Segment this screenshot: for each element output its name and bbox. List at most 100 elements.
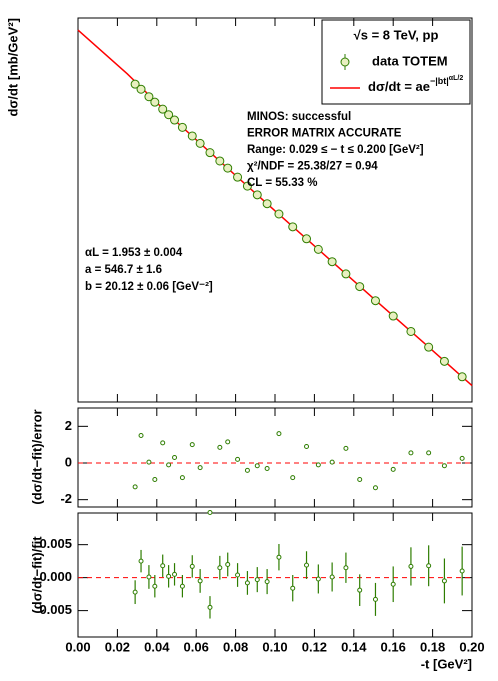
data-point [315, 462, 321, 468]
data-point [439, 356, 449, 366]
x-tick-label: 0.08 [223, 639, 248, 654]
data-point [189, 563, 195, 569]
legend-title: √s = 8 TeV, pp [354, 27, 439, 42]
data-point [132, 484, 138, 490]
y-axis-label: (dσ/dt−fit)/fit [29, 536, 44, 614]
data-point [177, 122, 187, 132]
data-point [235, 456, 241, 462]
data-point [207, 510, 213, 515]
y-tick-label: 0.005 [39, 602, 72, 617]
data-point [441, 578, 447, 584]
data-point [459, 568, 465, 574]
data-point [426, 563, 432, 569]
data-point [138, 558, 144, 564]
data-point [304, 562, 310, 568]
y-axis-label: (dσ/dt−fit)/error [29, 409, 44, 504]
data-point [244, 580, 250, 586]
x-tick-label: 0.14 [341, 639, 367, 654]
data-point [150, 97, 160, 107]
data-point [166, 462, 172, 468]
data-point [136, 84, 146, 94]
data-point [357, 587, 363, 593]
data-point [302, 234, 312, 244]
data-point [233, 172, 243, 182]
data-point [329, 574, 335, 580]
data-point [146, 459, 152, 465]
data-point [242, 181, 252, 191]
fit-parameter: b = 20.12 ± 0.06 [GeV⁻²] [85, 281, 213, 293]
data-point [262, 199, 272, 209]
stats-line: CL = 55.33 % [247, 177, 317, 189]
data-point [288, 222, 298, 232]
data-point [408, 450, 414, 456]
x-tick-label: 0.16 [381, 639, 406, 654]
fit-parameter: αL = 1.953 ± 0.004 [85, 247, 183, 259]
data-point [189, 442, 195, 448]
data-point [235, 572, 241, 578]
data-point [144, 92, 154, 102]
data-point [225, 561, 231, 567]
data-point [372, 596, 378, 602]
data-point [274, 209, 284, 219]
data-point [172, 571, 178, 577]
data-point [441, 463, 447, 469]
data-point [197, 465, 203, 471]
data-point [152, 477, 158, 482]
data-point [313, 244, 323, 254]
y-axis-label: dσ/dt [mb/GeV²] [5, 18, 20, 116]
y-tick-label: 2 [65, 418, 72, 433]
data-point [276, 431, 282, 437]
data-point [179, 475, 185, 481]
data-point [187, 131, 197, 141]
data-point [215, 156, 225, 166]
data-point [223, 163, 233, 173]
stats-line: Range: 0.029 ≤ − t ≤ 0.200 [GeV²] [247, 144, 424, 156]
data-point [138, 433, 144, 438]
legend-marker [340, 57, 350, 67]
data-point [304, 444, 310, 449]
data-point [290, 475, 296, 481]
x-tick-label: 0.18 [420, 639, 445, 654]
x-tick-label: 0.06 [184, 639, 209, 654]
data-point [197, 578, 203, 584]
data-point [426, 450, 432, 456]
data-point [388, 311, 398, 321]
x-axis-label: -t [GeV²] [421, 656, 472, 671]
x-tick-label: 0.10 [262, 639, 287, 654]
fit-parameter: a = 546.7 ± 1.6 [85, 264, 162, 276]
x-tick-label: 0.12 [302, 639, 327, 654]
y-tick-label: 0 [65, 454, 72, 469]
fit-label: dσ/dt = ae [368, 79, 430, 94]
y-tick-label: 0.005 [39, 536, 72, 551]
data-point [164, 110, 174, 120]
data-point [355, 282, 365, 292]
data-point [170, 115, 180, 125]
data-point [172, 455, 178, 460]
data-point [370, 296, 380, 306]
data-point [217, 444, 223, 450]
data-point [158, 104, 168, 114]
data-point [408, 563, 414, 569]
data-point [195, 138, 205, 148]
data-point [254, 577, 260, 583]
data-point [315, 576, 321, 582]
x-tick-label: 0.00 [65, 639, 90, 654]
stats-line: MINOS: successful [247, 111, 351, 123]
data-point [341, 269, 351, 279]
data-point [217, 565, 223, 571]
legend-box [321, 19, 471, 105]
data-point [457, 372, 467, 382]
y-tick-label: 0.000 [39, 569, 72, 584]
data-point [327, 257, 337, 267]
fit-exponent-power: αL/2 [449, 75, 464, 82]
data-point [244, 467, 250, 473]
data-point [225, 439, 231, 445]
stats-line: ERROR MATRIX ACCURATE [247, 128, 402, 140]
stats-line: χ²/NDF = 25.38/27 = 0.94 [247, 161, 378, 173]
data-point [357, 477, 363, 482]
data-point [390, 581, 396, 587]
data-point [130, 79, 140, 89]
data-point [152, 583, 158, 589]
